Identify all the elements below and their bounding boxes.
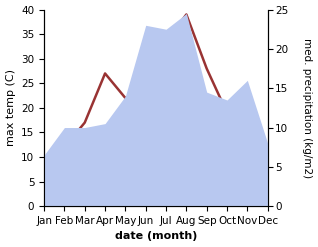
X-axis label: date (month): date (month) bbox=[115, 231, 197, 242]
Y-axis label: med. precipitation (kg/m2): med. precipitation (kg/m2) bbox=[302, 38, 313, 178]
Y-axis label: max temp (C): max temp (C) bbox=[5, 69, 16, 146]
